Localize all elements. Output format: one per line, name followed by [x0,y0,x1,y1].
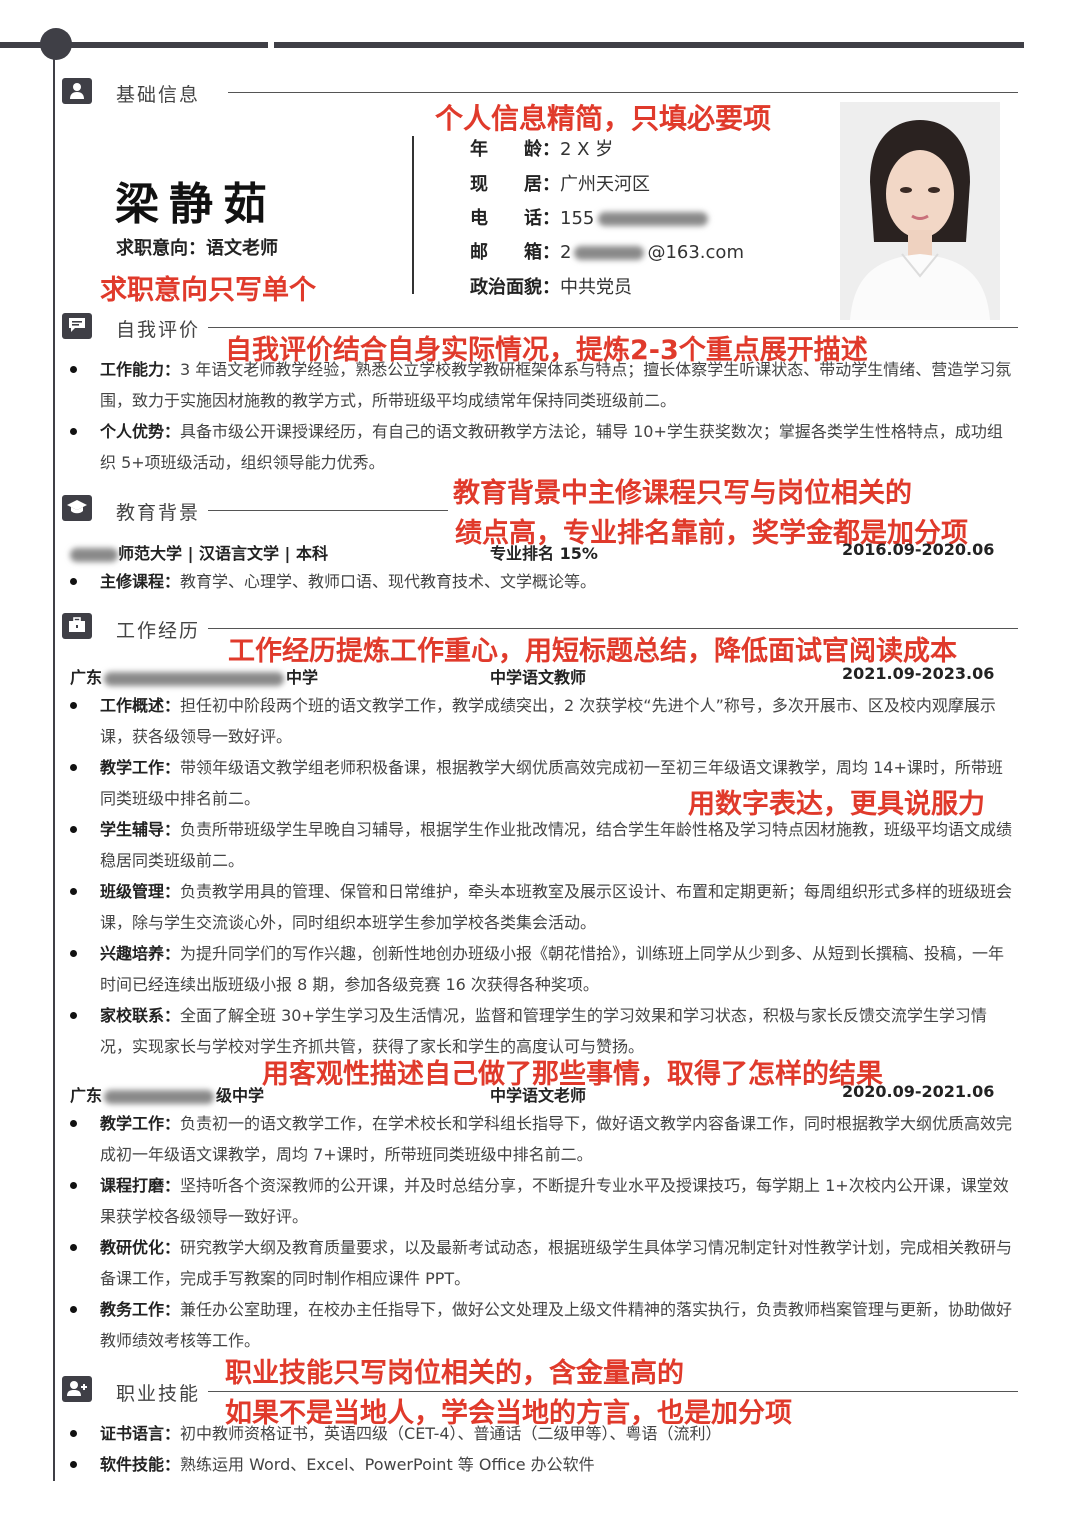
redaction [70,547,118,562]
annotation: 教育背景中主修课程只写与岗位相关的 [453,478,912,509]
section-title-skills: 职业技能 [116,1383,201,1405]
job-title: 中学语文教师 [490,668,587,687]
info-email: 邮 箱：2 @163.com [470,242,744,263]
list-item: 软件技能：熟练运用 Word、Excel、PowerPoint 等 Office… [70,1449,1014,1480]
top-bar [274,42,1024,48]
briefcase-icon [62,613,92,639]
section-divider [208,327,1018,328]
redaction [104,671,285,686]
section-divider [208,628,1018,629]
list-item: 工作能力：3 年语文老师教学经验，熟悉公立学校教学教研框架体系与特点；擅长体察学… [70,354,1014,416]
list-item: 课程打磨：坚持听各个资深教师的公开课，并及时总结分享，不断提升专业水平及授课技巧… [70,1170,1014,1232]
section-divider [228,92,1018,93]
list-item: 家校联系：全面了解全班 30+学生学习及生活情况，监督和管理学生的学习效果和学习… [70,1000,1014,1062]
list-item: 学生辅导：负责所带班级学生早晚自习辅导，根据学生作业批改情况，结合学生年龄性格及… [70,814,1014,876]
job-period: 2021.09-2023.06 [842,664,995,683]
annotation: 如果不是当地人，学会当地的方言，也是加分项 [225,1398,792,1429]
list-item: 教学工作：带领年级语文教学组老师积极备课，根据教学大纲优质高效完成初一至初三年级… [70,752,1014,814]
annotation: 自我评价结合自身实际情况，提炼2-3个重点展开描述 [225,335,868,366]
annotation: 职业技能只写岗位相关的，含金量高的 [225,1358,684,1389]
job-period: 2020.09-2021.06 [842,1082,995,1101]
info-age: 年 龄：2 X 岁 [470,139,614,160]
list-item: 证书语言：初中教师资格证书，英语四级（CET-4）、普通话（二级甲等）、粤语（流… [70,1418,1014,1449]
graduation-cap-icon [62,495,92,521]
list-item: 工作概述：担任初中阶段两个班的语文教学工作，教学成绩突出，2 次获学校“先进个人… [70,690,1014,752]
job-intent: 求职意向：语文老师 [116,238,278,259]
redaction [574,246,645,260]
section-title-education: 教育背景 [116,502,201,524]
top-bar [0,42,268,48]
list-item: 班级管理：负责教学用具的管理、保管和日常维护，牵头本班教室及展示区设计、布置和定… [70,876,1014,938]
job-org: 广东 级中学 [70,1086,265,1105]
list-item: 教研优化：研究教学大纲及教育质量要求，以及最新考试动态，根据班级学生具体学习情况… [70,1232,1014,1294]
annotation: 用数字表达，更具说服力 [688,789,985,820]
info-political: 政治面貌：中共党员 [470,277,632,298]
list-item: 教务工作：兼任办公室助理，在校办主任指导下，做好公文处理及上级文件精神的落实执行… [70,1294,1014,1356]
annotation: 绩点高，专业排名靠前，奖学金都是加分项 [455,518,968,549]
education-period: 2016.09-2020.06 [842,540,995,559]
list-item: 兴趣培养：为提升同学们的写作兴趣，创新性地创办班级小报《朝花惜拾》，训练班上同学… [70,938,1014,1000]
comment-icon [62,313,92,339]
list-item: 主修课程：教育学、心理学、教师口语、现代教育技术、文学概论等。 [70,566,1014,597]
education-school: 师范大学 | 汉语言文学 | 本科 [70,540,328,564]
job-title: 中学语文老师 [490,1086,587,1105]
info-address: 现 居：广州天河区 [470,174,650,195]
annotation: 工作经历提炼工作重心，用短标题总结，降低面试官阅读成本 [228,636,957,667]
section-divider [208,510,448,511]
timeline-line [53,56,55,1481]
info-phone: 电 话：155 [470,204,709,230]
section-divider [208,1391,1018,1392]
redaction [598,212,709,226]
resume-name: 梁静茹 [115,179,277,230]
job-org: 广东 中学 [70,668,319,687]
profile-photo [840,102,1000,320]
section-title-basic: 基础信息 [116,84,201,106]
person-icon [62,78,92,104]
annotation: 求职意向只写单个 [100,275,316,306]
user-plus-icon [62,1376,92,1402]
info-divider [412,136,414,294]
redaction [104,1089,215,1104]
annotation: 用客观性描述自己做了那些事情，取得了怎样的结果 [262,1059,883,1090]
list-item: 教学工作：负责初一的语文教学工作，在学术校长和学科组长指导下，做好语文教学内容备… [70,1108,1014,1170]
section-title-work: 工作经历 [116,620,201,642]
list-item: 个人优势：具备市级公开课授课经历，有自己的语文教研教学方法论，辅导 10+学生获… [70,416,1014,478]
section-title-self-eval: 自我评价 [116,319,201,341]
annotation: 个人信息精简，只填必要项 [435,102,772,135]
education-rank: 专业排名 15% [490,544,598,563]
